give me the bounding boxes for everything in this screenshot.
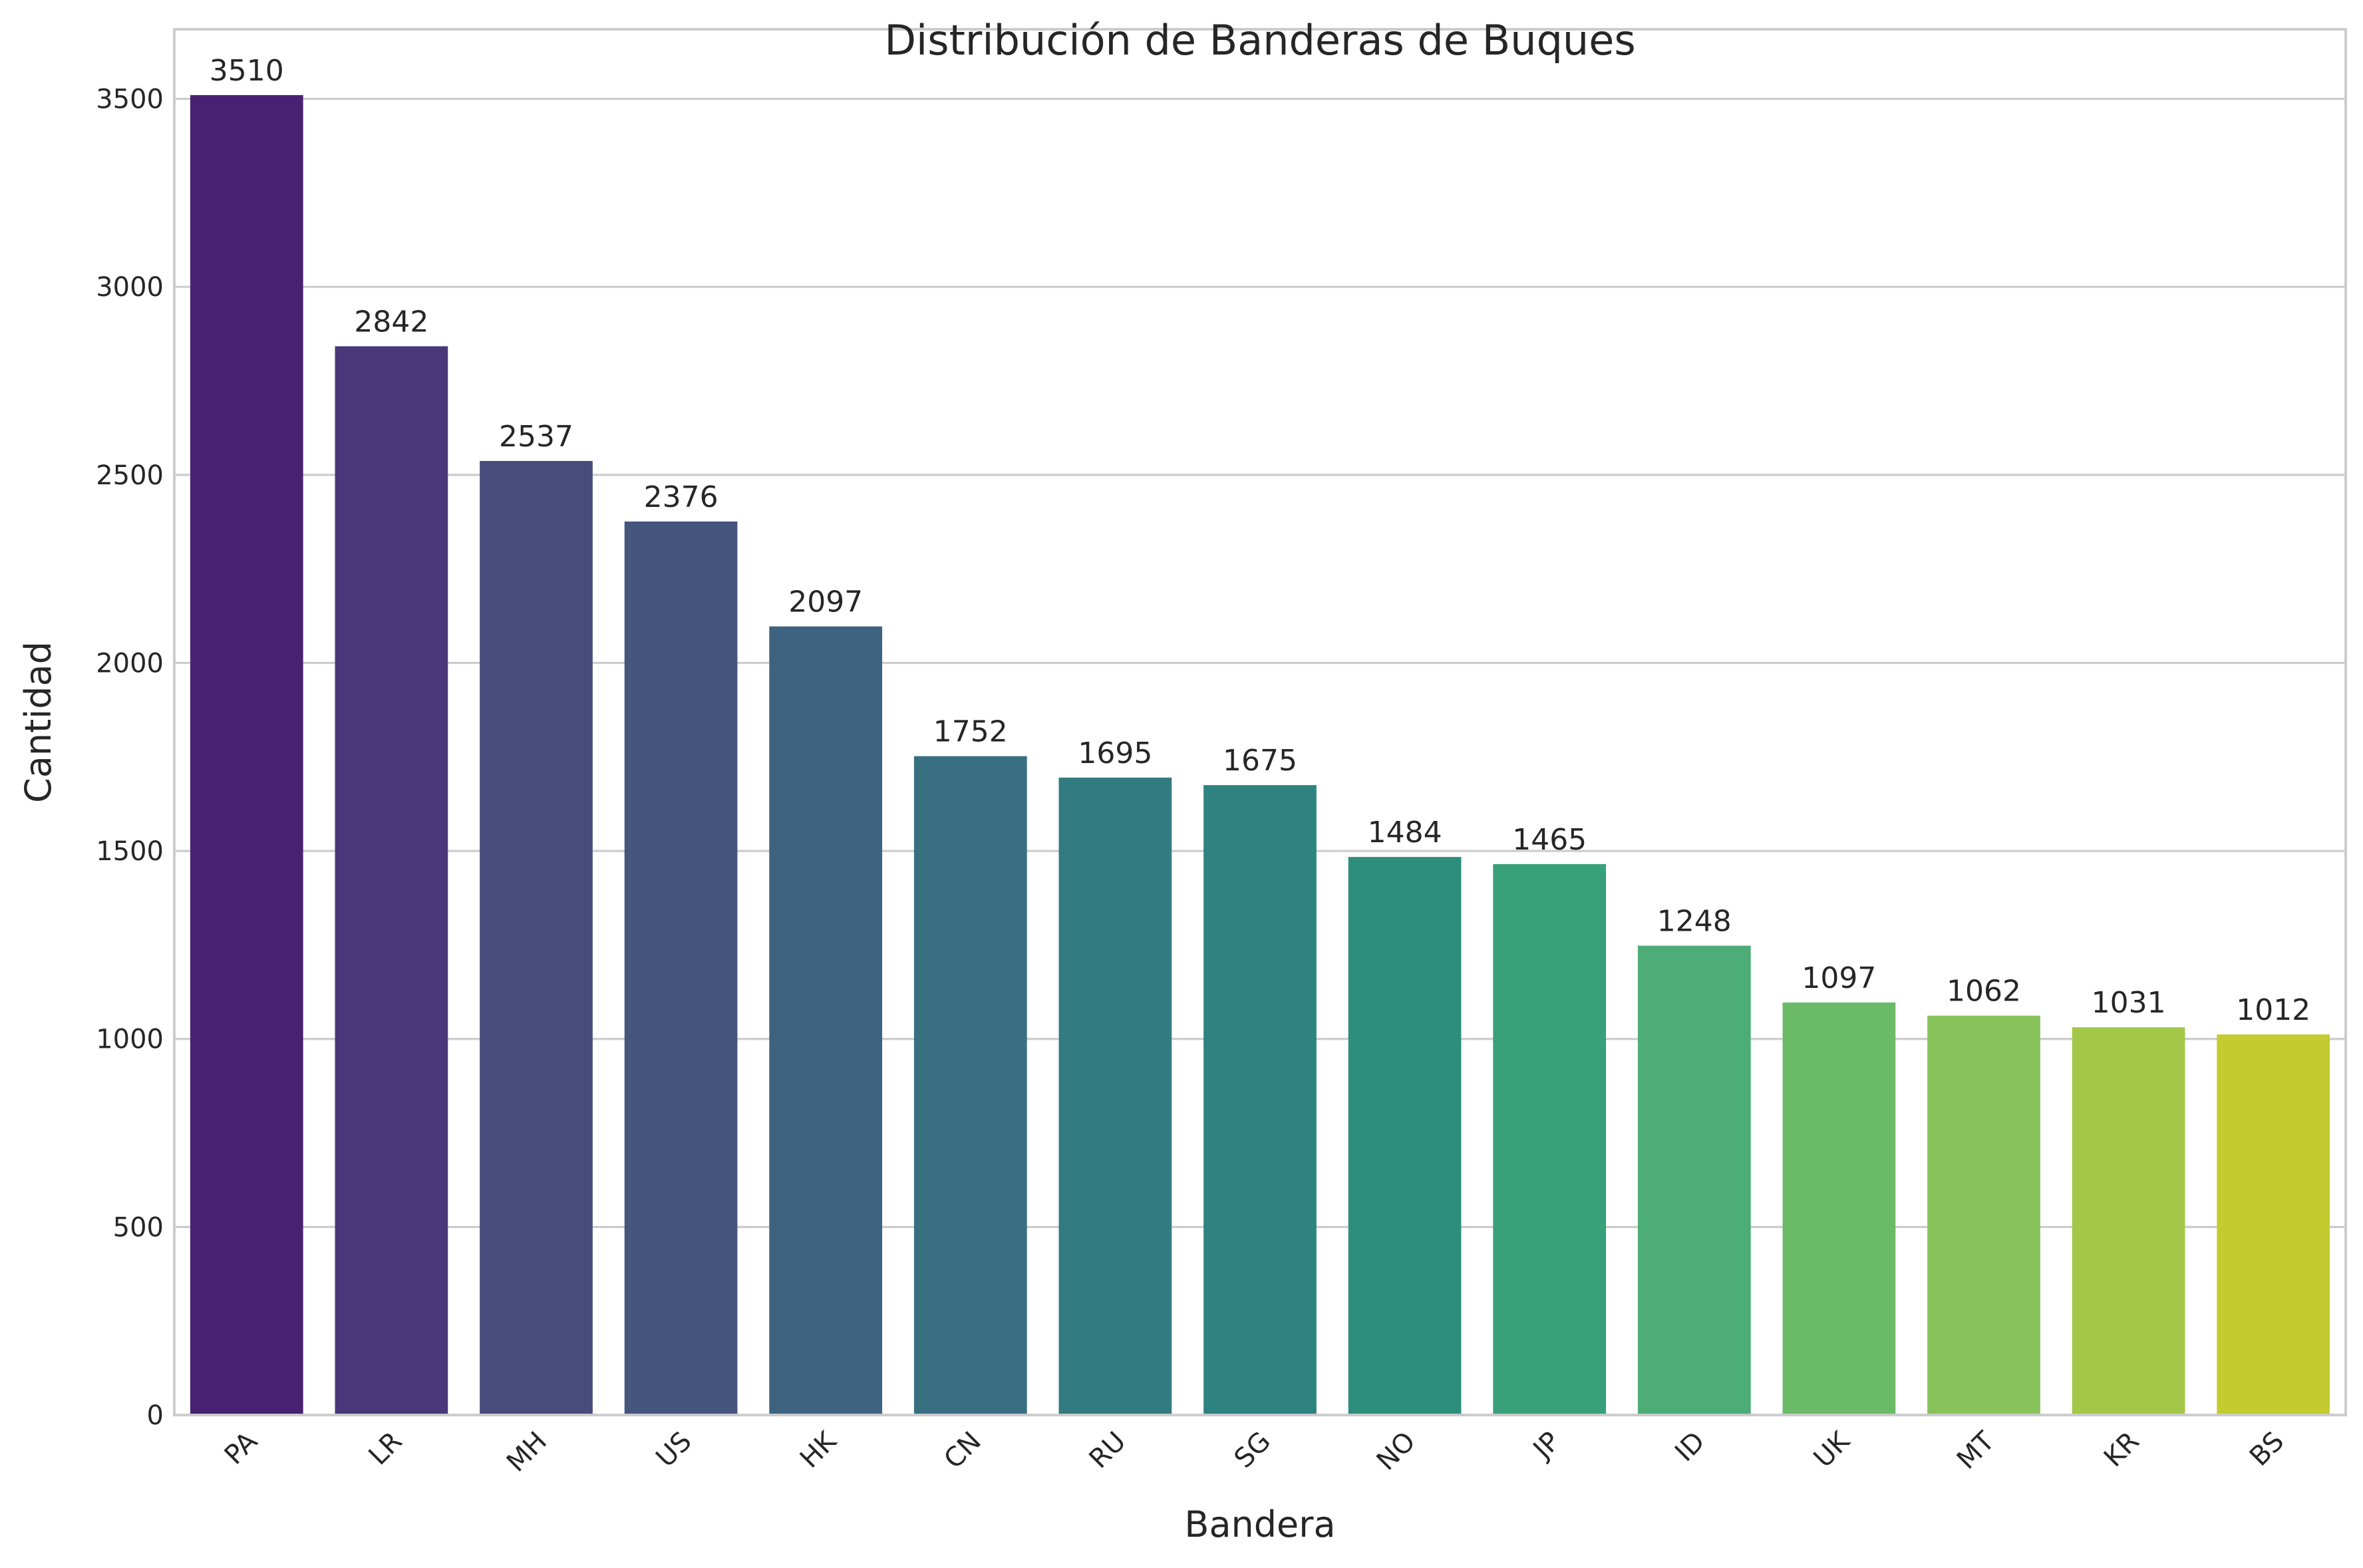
bar-mh — [480, 460, 593, 1415]
y-tick-label: 1500 — [96, 836, 164, 867]
x-tick-label: US — [650, 1426, 697, 1474]
x-axis-ticks: PA LR MH US HK CN RU SG NO JP ID UK MT KR BS — [219, 1425, 2290, 1478]
data-label: 1695 — [1078, 736, 1152, 770]
x-tick-label: RU — [1084, 1426, 1132, 1475]
data-label: 3510 — [210, 54, 284, 88]
x-tick-label: HK — [794, 1425, 844, 1474]
data-label: 2842 — [354, 305, 428, 339]
bar-id — [1637, 945, 1751, 1415]
data-label: 2097 — [788, 585, 863, 619]
data-label: 1012 — [2236, 993, 2310, 1027]
data-label: 1031 — [2092, 986, 2166, 1020]
y-tick-label: 500 — [113, 1212, 164, 1243]
chart-title: Distribución de Banderas de Buques — [884, 16, 1635, 65]
x-tick-label: BS — [2244, 1426, 2290, 1472]
bar-us — [624, 521, 738, 1415]
x-tick-label: JP — [1526, 1426, 1566, 1466]
bar-cn — [913, 756, 1027, 1415]
x-tick-label: SG — [1229, 1426, 1277, 1474]
y-tick-label: 0 — [147, 1400, 164, 1431]
bar-mt — [1927, 1015, 2040, 1415]
x-axis-label: Bandera — [1184, 1503, 1335, 1545]
bar-lr — [335, 346, 448, 1415]
y-tick-label: 2500 — [96, 460, 164, 491]
data-label: 1248 — [1657, 905, 1732, 939]
bar-jp — [1493, 863, 1607, 1415]
bar-kr — [2072, 1027, 2185, 1415]
x-tick-label: MH — [501, 1426, 553, 1478]
data-label: 1465 — [1512, 823, 1587, 857]
x-tick-label: ID — [1669, 1426, 1711, 1468]
data-label: 1752 — [933, 715, 1008, 749]
y-tick-label: 3500 — [96, 84, 164, 115]
bar-hk — [769, 626, 883, 1415]
data-label: 1097 — [1802, 961, 1876, 995]
bar-uk — [1782, 1002, 1896, 1415]
data-label: 2537 — [499, 420, 573, 454]
data-label: 2376 — [644, 480, 718, 514]
y-tick-label: 3000 — [96, 272, 164, 303]
x-tick-label: NO — [1371, 1426, 1422, 1477]
plot-frame — [173, 28, 2347, 1416]
data-label: 1062 — [1947, 975, 2021, 1009]
bar-sg — [1203, 785, 1317, 1415]
bar-bs — [2217, 1034, 2330, 1415]
x-tick-label: KR — [2098, 1426, 2145, 1474]
bar-pa — [190, 94, 303, 1416]
bar-ru — [1058, 777, 1172, 1415]
x-tick-label: MT — [1951, 1426, 2001, 1476]
x-tick-label: UK — [1808, 1425, 1857, 1474]
x-tick-label: PA — [219, 1426, 264, 1471]
data-labels: 3510 2842 2537 2376 2097 1752 1695 1675 1484 1465… — [210, 54, 2310, 1027]
y-tick-label: 1000 — [96, 1024, 164, 1055]
y-axis-label: Cantidad — [17, 641, 59, 803]
data-label: 1484 — [1368, 816, 1442, 850]
y-axis-ticks: 0 500 1000 1500 2000 2500 3000 3500 — [96, 84, 164, 1431]
bar-no — [1348, 857, 1462, 1415]
x-tick-label: CN — [938, 1426, 987, 1475]
bars — [190, 94, 2330, 1416]
y-tick-label: 2000 — [96, 648, 164, 679]
x-tick-label: LR — [363, 1426, 408, 1472]
data-label: 1675 — [1223, 744, 1297, 778]
